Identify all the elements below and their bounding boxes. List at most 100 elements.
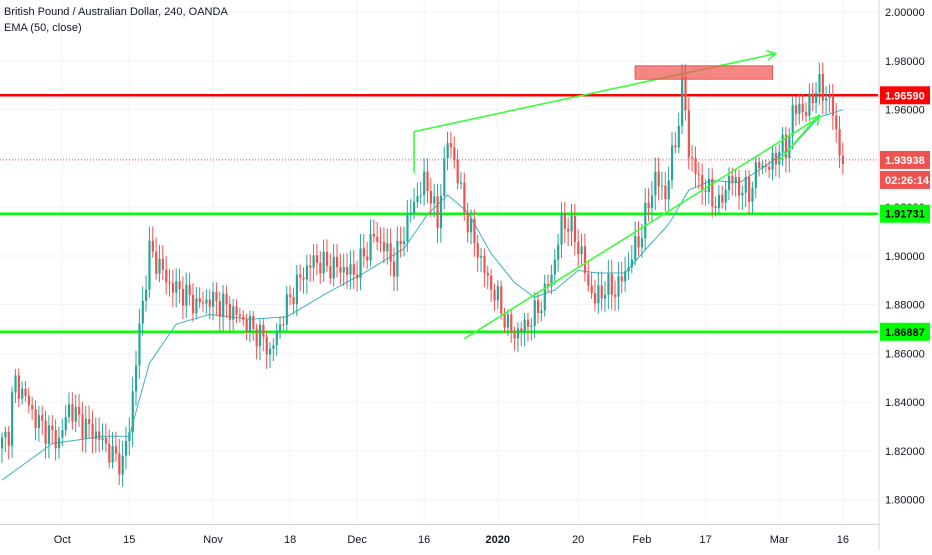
candle: [235, 299, 238, 324]
upper-trend-arrow[interactable]: [766, 50, 778, 61]
candle: [376, 222, 379, 251]
candle: [526, 312, 530, 342]
candle: [349, 250, 352, 290]
candle: [741, 185, 744, 211]
candle: [94, 417, 97, 453]
horizontal-levels[interactable]: [0, 94, 878, 334]
candle-body: [151, 240, 154, 252]
candle-body: [453, 147, 456, 161]
candle-body: [403, 241, 406, 245]
candle-body: [530, 325, 533, 328]
candle-body: [825, 98, 828, 101]
candle: [550, 264, 553, 295]
candle: [808, 83, 811, 122]
candle-body: [681, 76, 684, 126]
candle-body: [788, 135, 791, 159]
candle-body: [620, 276, 623, 282]
indicator-label: EMA (50, close): [4, 22, 82, 34]
candle-body: [590, 285, 593, 294]
y-tick-label: 1.88000: [885, 300, 925, 312]
candle-body: [791, 105, 794, 136]
candle-body: [449, 143, 453, 148]
candle-body: [409, 213, 412, 215]
candle: [570, 203, 573, 246]
x-tick-label: 2020: [486, 534, 510, 546]
candle: [121, 441, 124, 487]
candle-body: [721, 194, 724, 203]
candle-body: [208, 299, 211, 307]
candle: [403, 227, 406, 257]
candle: [212, 282, 215, 321]
candle-body: [573, 215, 577, 242]
candle-body: [610, 273, 613, 295]
candle-body: [118, 453, 121, 475]
candle-body: [520, 328, 523, 332]
candle-body: [624, 271, 627, 282]
rising-support-line[interactable]: [463, 116, 820, 340]
candle-body: [366, 256, 369, 261]
candle-body: [1, 437, 4, 449]
candle: [583, 233, 587, 282]
x-tick-label: Feb: [632, 534, 651, 546]
candle: [413, 188, 416, 220]
candle: [801, 94, 804, 121]
countdown-tag-bg: [880, 170, 930, 189]
candle-body: [697, 173, 700, 175]
support-mid-price-tag-text: 1.91731: [885, 209, 925, 221]
candle: [392, 247, 396, 292]
resistance-price-tag-text: 1.96590: [885, 90, 925, 102]
candle: [145, 275, 148, 312]
candle: [825, 86, 828, 115]
candle-body: [302, 277, 305, 280]
candle-body: [108, 443, 111, 463]
candle: [148, 226, 151, 298]
candle: [319, 251, 322, 284]
candle: [610, 259, 613, 310]
candle-body: [27, 395, 30, 406]
candle: [758, 157, 761, 177]
candle: [838, 116, 841, 169]
candle-body: [325, 251, 329, 266]
support-extension[interactable]: [778, 114, 821, 162]
drawings[interactable]: [413, 50, 821, 340]
candle-body: [171, 283, 175, 293]
candle: [399, 226, 402, 258]
candle: [473, 209, 476, 257]
candle: [567, 217, 570, 247]
candle-body: [828, 96, 831, 99]
candle: [332, 244, 335, 287]
candle: [155, 237, 158, 280]
candle-body: [252, 316, 255, 329]
candle-body: [607, 273, 610, 295]
support-arrow[interactable]: [809, 114, 821, 126]
candle-body: [51, 425, 54, 431]
candle: [41, 405, 44, 435]
candle: [409, 199, 412, 223]
candle: [553, 249, 556, 285]
candle: [805, 102, 808, 122]
candle: [195, 286, 198, 320]
candle-body: [372, 233, 376, 237]
candle-body: [138, 323, 141, 366]
candle: [748, 170, 751, 216]
candle: [835, 102, 838, 143]
x-tick-label: 17: [699, 534, 711, 546]
candle: [510, 309, 513, 343]
candle: [198, 287, 201, 309]
candle-body: [506, 314, 510, 328]
candle: [245, 313, 248, 341]
candle: [751, 181, 754, 215]
candle-body: [195, 298, 198, 314]
candle: [754, 156, 757, 199]
candle: [14, 368, 17, 403]
resistance-zone[interactable]: [634, 65, 774, 80]
candle-body: [496, 286, 499, 301]
candle: [104, 423, 108, 453]
candles: [1, 62, 845, 487]
candle: [520, 321, 523, 347]
candle-body: [456, 160, 459, 184]
candle-body: [359, 248, 362, 278]
support-low-price-tag: 1.86887: [880, 322, 930, 341]
